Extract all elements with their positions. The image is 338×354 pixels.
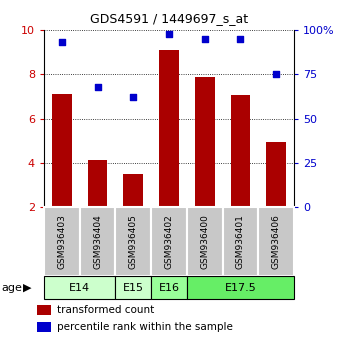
Text: GSM936404: GSM936404 [93, 214, 102, 269]
Text: E16: E16 [159, 282, 179, 293]
Text: GSM936401: GSM936401 [236, 214, 245, 269]
Bar [151, 207, 187, 276]
Point [166, 31, 172, 36]
Text: transformed count: transformed count [57, 305, 154, 315]
Bar [52, 94, 72, 207]
Text: percentile rank within the sample: percentile rank within the sample [57, 322, 233, 332]
Point [130, 95, 136, 100]
Bar [187, 276, 294, 299]
Text: GSM936400: GSM936400 [200, 214, 209, 269]
Text: GSM936403: GSM936403 [57, 214, 66, 269]
Bar [44, 207, 80, 276]
Bar [231, 95, 250, 207]
Bar [37, 305, 51, 315]
Bar [44, 276, 115, 299]
Bar [115, 276, 151, 299]
Point [59, 40, 65, 45]
Text: age: age [2, 282, 23, 293]
Point [202, 36, 208, 42]
Bar [187, 207, 223, 276]
Bar [258, 207, 294, 276]
Bar [37, 322, 51, 332]
Bar [80, 207, 115, 276]
Bar [151, 276, 187, 299]
Text: GSM936402: GSM936402 [165, 214, 173, 269]
Bar [195, 76, 215, 207]
Point [273, 72, 279, 77]
Text: E17.5: E17.5 [224, 282, 256, 293]
Bar [123, 174, 143, 207]
Bar [88, 160, 107, 207]
Bar [223, 207, 258, 276]
Bar [115, 207, 151, 276]
Text: ▶: ▶ [23, 282, 32, 293]
Text: GSM936405: GSM936405 [129, 214, 138, 269]
Text: E15: E15 [123, 282, 144, 293]
Text: E14: E14 [69, 282, 90, 293]
Text: GDS4591 / 1449697_s_at: GDS4591 / 1449697_s_at [90, 12, 248, 25]
Point [238, 36, 243, 42]
Bar [159, 50, 179, 207]
Point [95, 84, 100, 90]
Text: GSM936406: GSM936406 [272, 214, 281, 269]
Bar [266, 142, 286, 207]
